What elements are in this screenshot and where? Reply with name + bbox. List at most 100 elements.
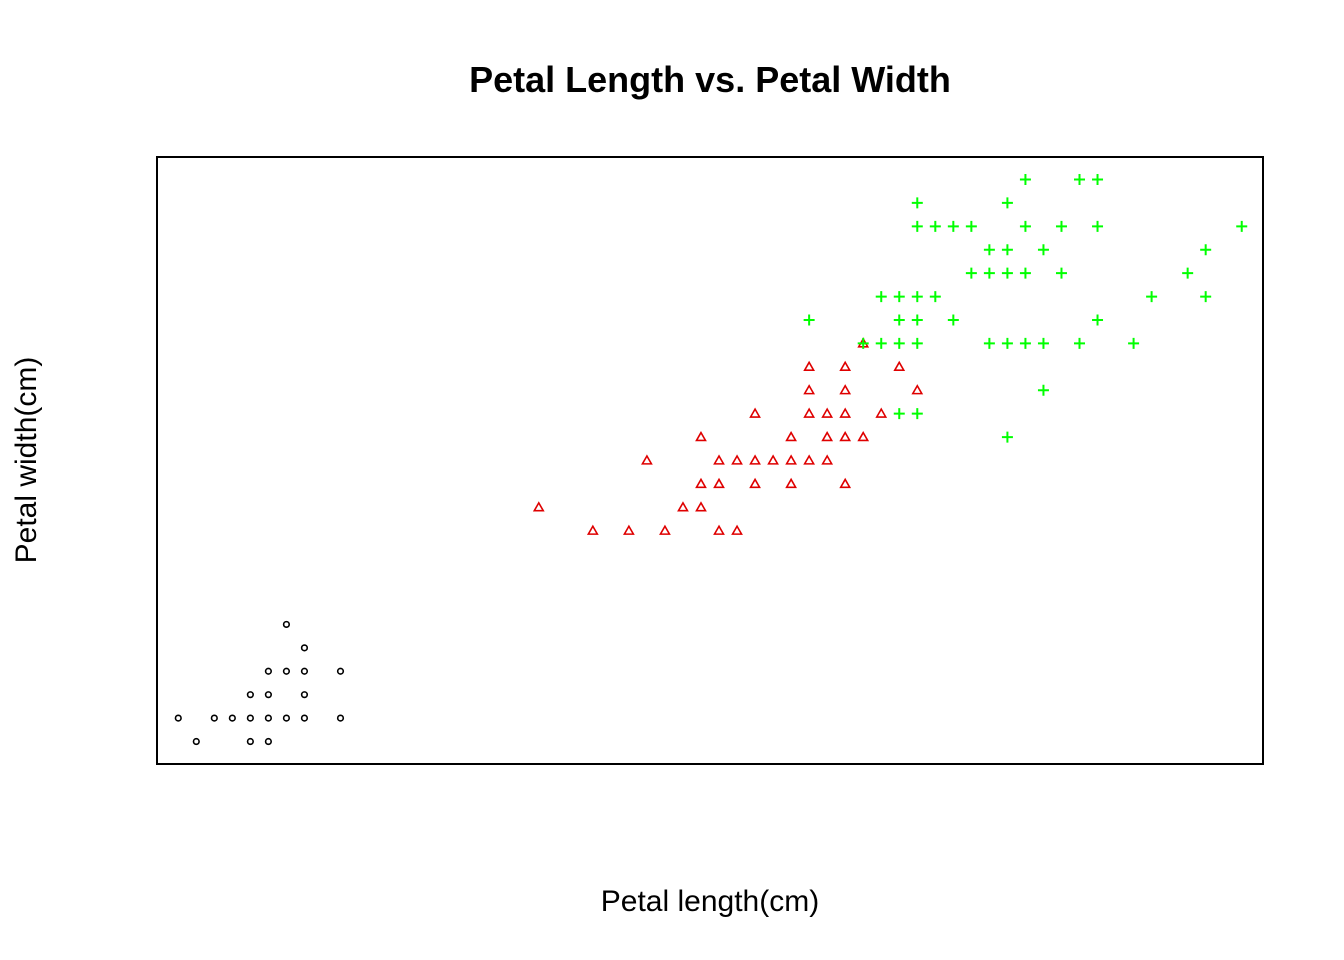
plus-point (911, 220, 923, 232)
triangle-point (857, 430, 870, 442)
triangle-point (839, 477, 852, 489)
circle-point (300, 691, 309, 699)
circle-point (336, 714, 345, 722)
plus-point (1092, 220, 1104, 232)
triangle-point (839, 360, 852, 372)
circle-point (246, 691, 254, 699)
triangle-point (821, 454, 834, 465)
plus-point (1019, 267, 1031, 279)
triangle-point (839, 384, 852, 395)
triangle-point (532, 501, 545, 512)
plus-point (1001, 337, 1013, 349)
triangle-point (713, 524, 725, 535)
triangle-point (785, 477, 797, 489)
triangle-point (731, 524, 743, 535)
circle-point (300, 644, 309, 652)
triangle-point (749, 407, 761, 418)
plus-point (965, 220, 977, 232)
plus-point (929, 220, 941, 232)
circle-point (246, 714, 254, 722)
triangle-point (586, 524, 599, 535)
circle-point (246, 737, 254, 746)
plus-point (875, 337, 887, 349)
circle-point (210, 714, 218, 722)
x-axis-label: Petal length(cm) (601, 885, 819, 918)
circle-point (282, 667, 291, 675)
triangle-point (749, 454, 761, 465)
triangle-point (749, 477, 761, 489)
triangle-point (695, 501, 707, 512)
plus-point (1037, 384, 1049, 396)
plus-point (803, 314, 815, 326)
circle-point (336, 667, 345, 675)
plus-point (965, 267, 977, 279)
triangle-point (911, 384, 924, 395)
triangle-point (893, 360, 906, 372)
triangle-point (713, 477, 725, 489)
plus-point (983, 337, 995, 349)
plus-point (1055, 267, 1067, 279)
circle-point (264, 691, 272, 699)
plus-point (1146, 291, 1158, 303)
plus-point (929, 291, 941, 303)
plus-point (1019, 337, 1031, 349)
triangle-point (785, 430, 797, 442)
plus-point (1128, 337, 1140, 349)
triangle-point (803, 360, 816, 372)
plot-frame (156, 156, 1264, 765)
triangle-point (695, 477, 707, 489)
plus-point (893, 408, 905, 420)
triangle-point (623, 524, 635, 535)
plus-point (893, 314, 905, 326)
data-points-group (174, 173, 1248, 746)
circle-point (174, 714, 182, 722)
plus-point (947, 220, 959, 232)
circle-point (264, 667, 272, 675)
triangle-point (695, 430, 707, 442)
plus-point (947, 314, 959, 326)
triangle-point (821, 430, 834, 442)
plus-point (1200, 291, 1212, 303)
plus-point (875, 291, 887, 303)
circle-point (192, 737, 200, 746)
plus-point (1092, 173, 1104, 185)
triangle-point (875, 407, 888, 418)
plus-point (983, 244, 995, 256)
circle-point (228, 714, 236, 722)
plus-point (1092, 314, 1104, 326)
plus-point (1037, 244, 1049, 256)
y-axis-label: Petal width(cm) (10, 357, 43, 564)
plus-point (1055, 220, 1067, 232)
plus-point (1019, 173, 1031, 185)
plus-point (1001, 244, 1013, 256)
plus-point (1200, 244, 1212, 256)
triangle-point (821, 407, 834, 418)
plus-point (1037, 337, 1049, 349)
circle-point (282, 620, 291, 629)
plus-point (1236, 220, 1248, 232)
triangle-point (803, 454, 816, 465)
circle-point (300, 714, 309, 722)
plus-point (893, 291, 905, 303)
plus-point (1001, 431, 1013, 443)
triangle-point (839, 430, 852, 442)
triangle-point (677, 501, 689, 512)
triangle-point (803, 384, 816, 395)
plus-point (1001, 267, 1013, 279)
plus-point (911, 314, 923, 326)
chart-title: Petal Length vs. Petal Width (469, 59, 951, 100)
triangle-point (731, 454, 743, 465)
plus-point (857, 337, 869, 349)
plus-point (893, 337, 905, 349)
plus-point (911, 291, 923, 303)
circle-point (300, 667, 309, 675)
circle-point (282, 714, 291, 722)
plus-point (911, 197, 923, 209)
plus-point (1074, 173, 1086, 185)
triangle-point (785, 454, 797, 465)
triangle-point (803, 407, 816, 418)
triangle-point (659, 524, 671, 535)
plus-point (1019, 220, 1031, 232)
